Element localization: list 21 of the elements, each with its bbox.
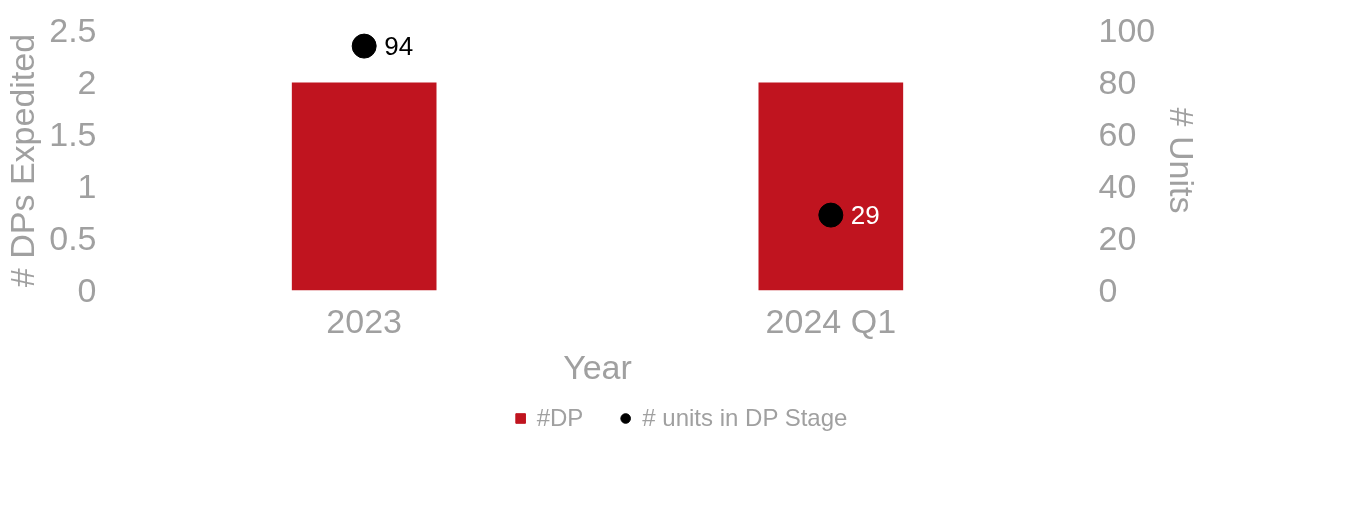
y2-tick-label: 80	[1098, 63, 1137, 101]
y2-tick-label: 0	[1098, 271, 1118, 309]
y-tick-label: 1	[77, 167, 97, 205]
legend-label: #DP	[536, 404, 584, 432]
x-axis-title: Year	[563, 347, 632, 386]
y2-tick-label: 20	[1098, 219, 1137, 257]
y-tick-label: 0	[77, 271, 97, 309]
data-label: 29	[850, 200, 880, 231]
x-tick-label: 2023	[326, 301, 402, 340]
y2-axis-title: # Units	[1163, 107, 1202, 214]
x-tick-label: 2024 Q1	[765, 301, 897, 340]
y-tick-label: 0.5	[49, 219, 97, 257]
y-axis-title: # DPs Expedited	[3, 33, 42, 288]
y2-tick-label: 40	[1098, 167, 1137, 205]
legend-label: # units in DP Stage	[642, 404, 848, 432]
y2-tick-label: 100	[1098, 11, 1156, 49]
y-tick-label: 2.5	[49, 11, 97, 49]
y-tick-label: 2	[77, 63, 97, 101]
data-label: 94	[384, 31, 414, 62]
y2-tick-label: 60	[1098, 115, 1137, 153]
y-tick-label: 1.5	[49, 115, 97, 153]
